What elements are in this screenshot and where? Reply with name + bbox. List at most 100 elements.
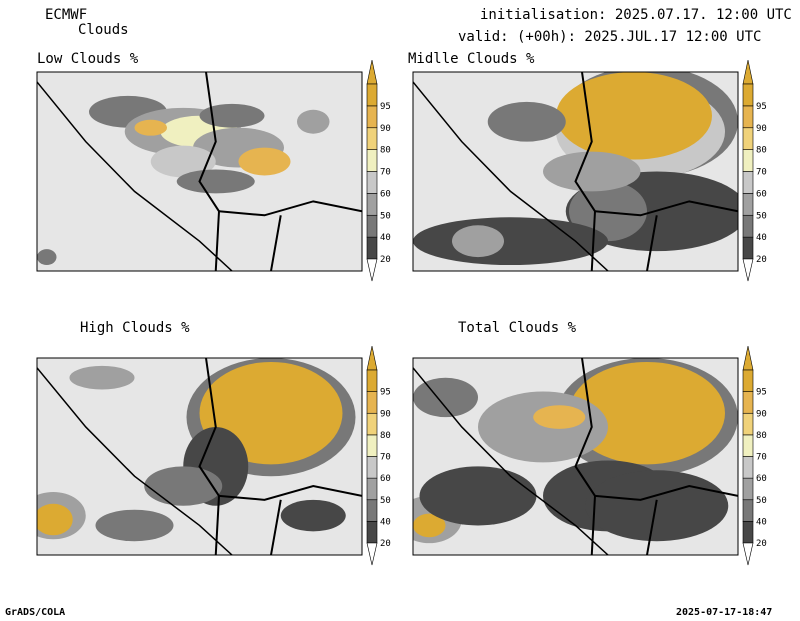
country-border	[270, 215, 282, 271]
colorbar-tick-label: 40	[756, 517, 767, 527]
colorbar-segment	[366, 83, 378, 107]
cloud-blob	[533, 405, 586, 429]
colorbar-top-arrow	[742, 345, 754, 371]
panel-title-total: Total Clouds %	[458, 320, 577, 336]
colorbar-tick-label: 50	[380, 211, 391, 221]
cloud-field	[413, 358, 738, 555]
country-border	[574, 72, 597, 271]
colorbar-tick-label: 95	[380, 102, 391, 112]
cloud-blob	[585, 470, 729, 542]
panel-title-low: Low Clouds %	[37, 51, 139, 67]
cloud-panel-0: 20 40 50 60 70 80 90 95	[36, 59, 391, 282]
country-border	[198, 72, 221, 271]
colorbar-segment	[742, 477, 754, 501]
panel-title-high: High Clouds %	[80, 320, 190, 336]
colorbar-tick-label: 60	[756, 189, 767, 199]
colorbar-tick-label: 90	[756, 409, 767, 419]
colorbar-tick-label: 40	[756, 233, 767, 243]
colorbar-segment	[742, 171, 754, 194]
map-frame	[36, 357, 363, 556]
colorbar-segment	[366, 369, 378, 392]
cloud-blob	[95, 509, 174, 542]
colorbar-tick-label: 20	[756, 255, 767, 265]
colorbar-tick-label: 60	[380, 189, 391, 199]
coastline	[413, 81, 609, 271]
colorbar: 20 40 50 60 70 80 90 95	[742, 59, 767, 282]
country-border	[218, 485, 362, 501]
colorbar-tick-label: 20	[756, 539, 767, 549]
footer-software: GrADS/COLA	[5, 607, 66, 618]
map-frame	[412, 357, 739, 556]
cloud-blob	[413, 513, 446, 538]
header-initialisation: initialisation: 2025.07.17. 12:00 UTC	[480, 7, 792, 23]
colorbar-bottom-arrow	[366, 258, 378, 282]
colorbar-tick-label: 90	[380, 124, 391, 134]
map-frame	[36, 71, 363, 272]
country-border	[198, 358, 221, 555]
cloud-blob	[134, 119, 167, 136]
colorbar-tick-label: 70	[380, 168, 391, 178]
colorbar-tick-label: 50	[756, 496, 767, 506]
colorbar-segment	[742, 105, 754, 129]
colorbar-tick-label: 90	[756, 124, 767, 134]
colorbar-tick-label: 95	[756, 388, 767, 398]
colorbar-top-arrow	[366, 345, 378, 371]
map-frame	[412, 71, 739, 272]
colorbar-segment	[366, 434, 378, 457]
colorbar-tick-label: 70	[380, 453, 391, 463]
header-model: ECMWF	[45, 7, 88, 23]
colorbar-segment	[742, 456, 754, 479]
colorbar-segment	[366, 127, 378, 150]
colorbar-segment	[742, 149, 754, 172]
header-product: Clouds	[78, 22, 129, 38]
cloud-blob	[569, 181, 647, 242]
cloud-blob	[413, 377, 478, 418]
panel-title-middle: Midlle Clouds %	[408, 51, 535, 67]
cloud-field	[37, 358, 362, 555]
colorbar-top-arrow	[742, 59, 754, 85]
colorbar-bottom-arrow	[366, 542, 378, 566]
footer-timestamp: 2025-07-17-18:47	[676, 607, 773, 618]
colorbar-tick-label: 40	[380, 233, 391, 243]
colorbar-segment	[366, 456, 378, 479]
colorbar-tick-label: 60	[380, 474, 391, 484]
colorbar-segment	[366, 412, 378, 436]
cloud-blob	[69, 365, 135, 390]
cloud-blob	[144, 466, 223, 506]
cloud-field	[413, 72, 738, 271]
cloud-blob	[419, 466, 537, 526]
colorbar-segment	[366, 521, 378, 544]
cloud-blob	[543, 151, 641, 192]
country-border	[270, 499, 282, 555]
colorbar-tick-label: 60	[756, 474, 767, 484]
cloud-panel-2: 20 40 50 60 70 80 90 95	[36, 345, 391, 566]
colorbar-tick-label: 90	[380, 409, 391, 419]
colorbar-segment	[366, 171, 378, 194]
cloud-blob	[199, 103, 265, 128]
colorbar: 20 40 50 60 70 80 90 95	[742, 345, 767, 566]
colorbar-segment	[742, 434, 754, 457]
colorbar-tick-label: 50	[756, 211, 767, 221]
colorbar-segment	[742, 412, 754, 436]
country-border	[646, 215, 658, 271]
cloud-field	[37, 72, 362, 271]
colorbar-segment	[366, 105, 378, 129]
colorbar-segment	[742, 391, 754, 414]
colorbar: 20 40 50 60 70 80 90 95	[366, 345, 391, 566]
colorbar-tick-label: 70	[756, 168, 767, 178]
colorbar-segment	[742, 127, 754, 150]
coastline	[37, 81, 233, 271]
cloud-blob	[569, 361, 725, 465]
colorbar-segment	[742, 214, 754, 238]
colorbar-tick-label: 95	[380, 388, 391, 398]
cloud-blob	[238, 147, 291, 176]
header-valid: valid: (+00h): 2025.JUL.17 12:00 UTC	[458, 29, 762, 45]
cloud-blob	[413, 217, 608, 266]
colorbar: 20 40 50 60 70 80 90 95	[366, 59, 391, 282]
cloud-panel-1: 20 40 50 60 70 80 90 95	[412, 59, 767, 282]
colorbar-tick-label: 40	[380, 517, 391, 527]
country-border	[574, 358, 597, 555]
coastline	[413, 367, 609, 555]
colorbar-tick-label: 80	[380, 146, 391, 156]
